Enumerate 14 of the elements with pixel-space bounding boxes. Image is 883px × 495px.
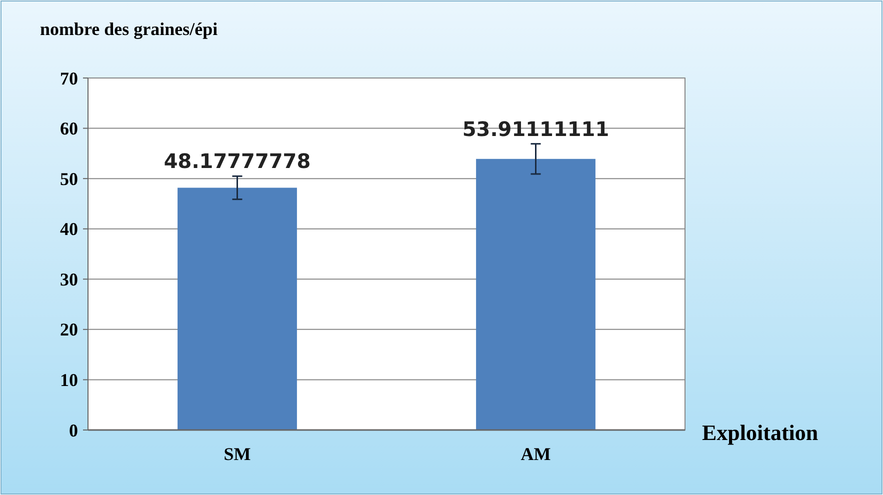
- x-tick-label: AM: [520, 444, 551, 464]
- y-tick-label: 20: [60, 320, 78, 340]
- y-tick-label: 10: [60, 370, 78, 390]
- y-tick-label: 50: [60, 168, 78, 189]
- x-tick-label: SM: [224, 444, 251, 464]
- y-tick-label: 40: [60, 219, 78, 240]
- y-tick-label: 30: [60, 269, 78, 290]
- data-label: 53.91111111: [462, 116, 610, 141]
- y-axis-title: nombre des graines/épi: [40, 19, 218, 39]
- y-tick-label: 70: [60, 68, 78, 88]
- data-label: 48.17777778: [164, 149, 311, 174]
- y-tick-label: 0: [69, 420, 78, 440]
- y-tick-label: 60: [60, 118, 78, 139]
- x-axis-title: Exploitation: [702, 420, 818, 445]
